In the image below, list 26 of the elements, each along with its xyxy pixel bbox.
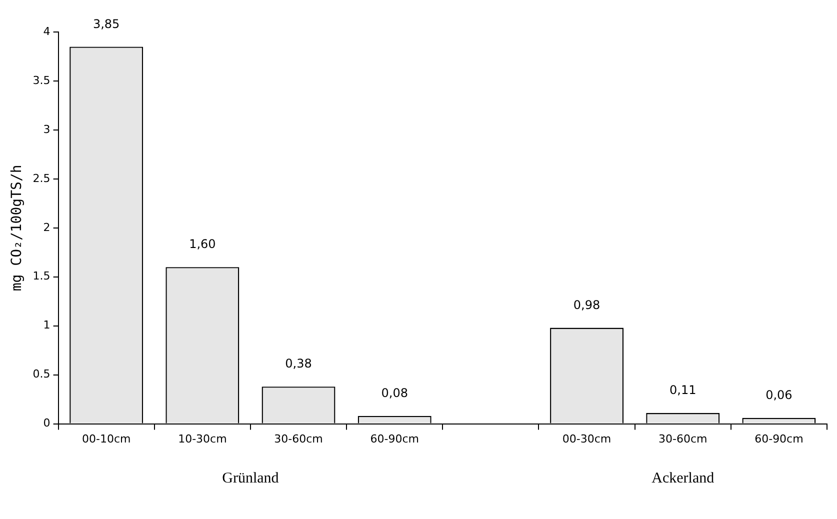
y-tick-label: 3.5 <box>32 74 50 87</box>
x-tick-label: 60-90cm <box>754 432 804 446</box>
y-tick-label: 1.5 <box>32 270 50 283</box>
y-tick-label: 1 <box>43 318 50 332</box>
y-tick-label: 3 <box>43 122 50 136</box>
x-tick-label: 30-60cm <box>274 432 323 446</box>
y-tick-label: 0.5 <box>32 368 50 381</box>
y-axis-title: mg CO₂/100gTS/h <box>9 164 26 292</box>
x-tick-label: 10-30cm <box>178 432 227 446</box>
x-tick-label: 30-60cm <box>658 432 708 446</box>
data-label: 0,06 <box>766 388 792 402</box>
data-label: 1,60 <box>189 237 216 252</box>
text: Grünland <box>222 470 280 487</box>
y-tick-label: 2.5 <box>32 172 50 185</box>
data-label: 0,38 <box>285 356 312 371</box>
y-tick-label: 2 <box>43 220 50 234</box>
data-label: 0,98 <box>573 298 600 312</box>
y-tick-label: 4 <box>43 24 50 38</box>
text: Ackerland <box>652 470 715 487</box>
data-label: 0,11 <box>670 383 696 398</box>
data-label: 0,08 <box>381 386 408 400</box>
data-label: 3,85 <box>92 16 120 31</box>
x-tick-label: 60-90cm <box>370 432 419 446</box>
y-tick-label: 0 <box>43 416 50 430</box>
x-tick-label: 00-10cm <box>82 432 131 446</box>
x-tick-label: 00-30cm <box>562 432 612 446</box>
